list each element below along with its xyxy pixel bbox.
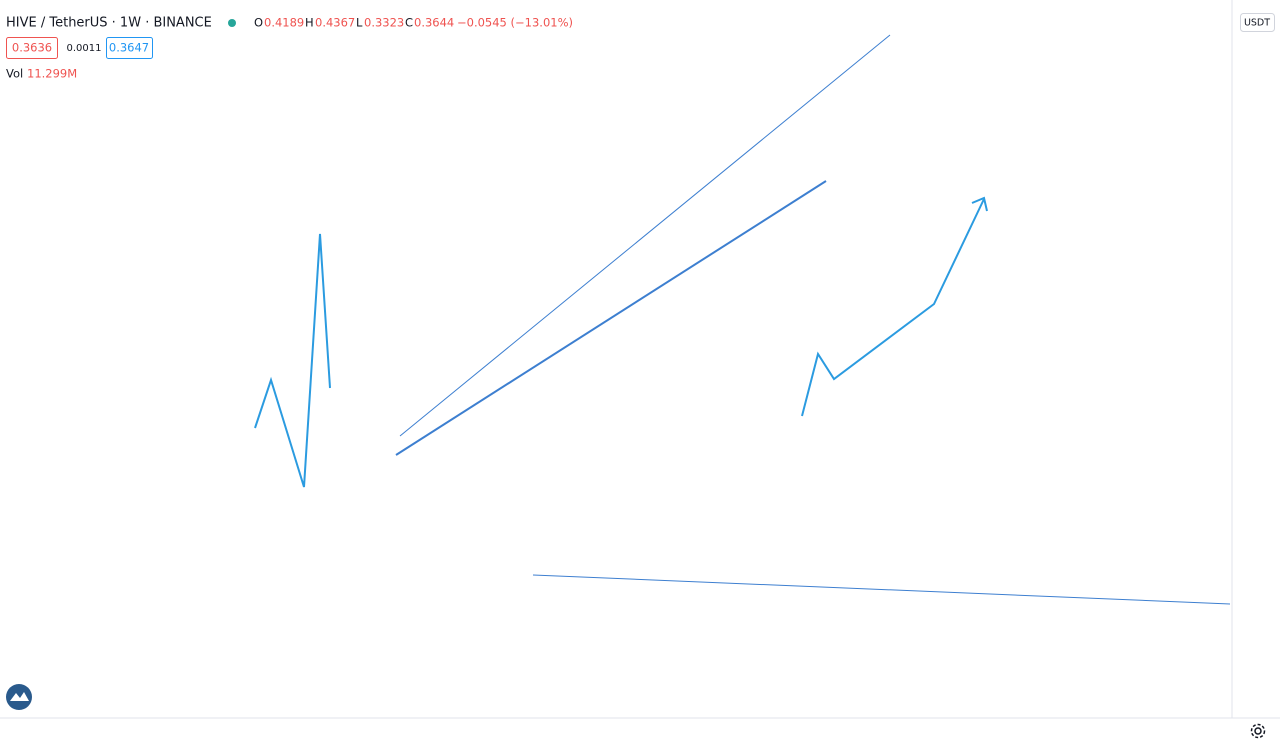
price-axis bbox=[1232, 0, 1280, 747]
ohlc-label: L bbox=[356, 16, 363, 30]
currency[interactable]: USDT bbox=[1244, 18, 1270, 29]
path-drawing bbox=[801, 198, 985, 417]
ohlc-value: 0.4367 bbox=[315, 16, 355, 30]
currency-button[interactable] bbox=[1240, 13, 1275, 32]
arrow-head bbox=[971, 196, 988, 212]
vol-value: 11.299M bbox=[27, 67, 77, 81]
ohlc-value: 0.3323 bbox=[364, 16, 404, 30]
sell-button[interactable] bbox=[6, 37, 58, 59]
logo bbox=[6, 684, 32, 710]
change: −0.0545 (−13.01%) bbox=[457, 16, 573, 30]
trend-line bbox=[532, 574, 1231, 605]
trend-line bbox=[395, 180, 827, 456]
ask[interactable]: 0.3647 bbox=[109, 41, 149, 55]
gear-teeth[interactable] bbox=[1250, 723, 1266, 739]
path-drawing bbox=[254, 233, 331, 488]
ohlc-label: H bbox=[305, 16, 314, 30]
legend-header: HIVE / TetherUS · 1W · BINANCE O 0.4189 … bbox=[6, 16, 573, 81]
time-axis bbox=[0, 718, 1232, 747]
settings-button[interactable] bbox=[1250, 723, 1266, 739]
logo-mark bbox=[10, 692, 29, 701]
spread: 0.0011 bbox=[67, 43, 102, 54]
trend-line bbox=[399, 34, 891, 437]
ohlc-value: 0.4189 bbox=[264, 16, 304, 30]
drawings bbox=[254, 34, 1231, 605]
buy-button[interactable] bbox=[106, 37, 153, 59]
vol-label: Vol bbox=[6, 67, 23, 81]
symbol: HIVE / TetherUS · 1W · BINANCE bbox=[6, 16, 212, 31]
status-dot bbox=[228, 19, 236, 27]
gear-hub[interactable] bbox=[1254, 727, 1262, 735]
bid[interactable]: 0.3636 bbox=[12, 41, 52, 55]
ohlc-label: O bbox=[254, 16, 263, 30]
ohlc-value: 0.3644 bbox=[414, 16, 454, 30]
ohlc-label: C bbox=[405, 16, 413, 30]
